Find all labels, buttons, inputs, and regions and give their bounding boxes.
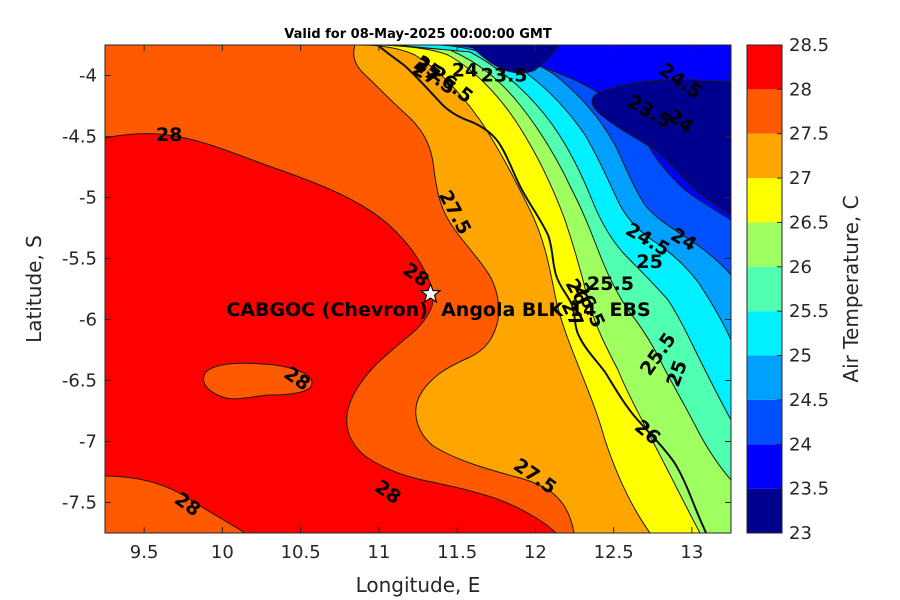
colorbar-swatch — [747, 222, 782, 267]
y-tick-label: -4 — [79, 66, 97, 87]
contour-label: 25.5 — [587, 273, 634, 295]
contour-label: 23.5 — [481, 64, 528, 86]
colorbar-tick-label: 23 — [789, 523, 812, 544]
colorbar-swatch — [747, 488, 782, 533]
colorbar-tick-label: 28.5 — [789, 35, 829, 56]
contour-band-23 — [469, 45, 731, 216]
colorbar-tick-label: 25.5 — [789, 301, 829, 322]
y-axis-ticks: -4 -4.5 -5 -5.5 -6 -6.5 -7 -7.5 — [62, 66, 731, 514]
colorbar-tick-label: 26 — [789, 257, 812, 278]
x-tick-label: 11 — [367, 542, 390, 563]
y-tick-label: -4.5 — [62, 127, 97, 148]
x-tick-label: 9.5 — [130, 542, 159, 563]
colorbar-tick-label: 24.5 — [789, 390, 829, 411]
x-tick-label: 10.5 — [281, 542, 321, 563]
coastline — [377, 45, 707, 533]
colorbar-swatch — [747, 133, 782, 179]
colorbar-swatch — [747, 355, 782, 400]
y-tick-label: -7 — [79, 432, 97, 453]
y-tick-label: -7.5 — [62, 493, 97, 514]
y-tick-label: -5.5 — [62, 249, 97, 270]
contour-label: 25 — [636, 251, 662, 273]
station-star-icon — [419, 282, 442, 304]
y-tick-label: -6 — [79, 310, 97, 331]
station-label: CABGOC (Chevron) Angola BLK 14 EBS — [226, 299, 650, 321]
x-axis-ticks: 9.5 10 10.5 11 11.5 12 12.5 13 — [130, 45, 703, 563]
colorbar-tick-label: 24 — [789, 434, 812, 455]
chart-title: Valid for 08-May-2025 00:00:00 GMT — [284, 27, 552, 42]
colorbar-tick-label: 25 — [789, 346, 812, 367]
colorbar-swatch — [747, 444, 782, 489]
colorbar-tick-label: 27.5 — [789, 124, 829, 145]
x-tick-label: 12.5 — [594, 542, 634, 563]
contour-island-27.5 — [203, 362, 313, 400]
x-axis-label: Longitude, E — [356, 573, 481, 597]
colorbar-tick-label: 28 — [789, 79, 812, 100]
colorbar-swatch — [747, 311, 782, 356]
colorbar-swatch — [747, 266, 782, 312]
station-marker-group: CABGOC (Chevron) Angola BLK 14 EBS — [226, 282, 651, 321]
colorbar-frame — [746, 44, 783, 534]
colorbar-swatch — [747, 89, 782, 134]
colorbar-swatch — [747, 45, 782, 90]
plot-area — [105, 45, 731, 533]
colorbar-swatch — [747, 399, 782, 445]
x-tick-label: 10 — [211, 542, 234, 563]
y-tick-label: -6.5 — [62, 371, 97, 392]
contour-label: 28 — [156, 124, 182, 146]
x-tick-label: 13 — [680, 542, 703, 563]
colorbar: 28.5 28 27.5 27 26.5 26 25.5 25 24.5 24 23.5 23 — [746, 35, 829, 544]
colorbar-swatch — [747, 178, 782, 223]
plot-frame — [104, 44, 732, 534]
colorbar-tick-label: 23.5 — [789, 479, 829, 500]
contour-label: 24 — [452, 59, 478, 81]
x-tick-label: 12 — [524, 542, 547, 563]
y-tick-label: -5 — [79, 188, 97, 209]
colorbar-tick-label: 26.5 — [789, 212, 829, 233]
colorbar-tick-label: 27 — [789, 168, 812, 189]
x-tick-label: 11.5 — [437, 542, 477, 563]
y-axis-label: Latitude, S — [22, 235, 46, 343]
colorbar-label: Air Temperature, C — [839, 195, 863, 382]
